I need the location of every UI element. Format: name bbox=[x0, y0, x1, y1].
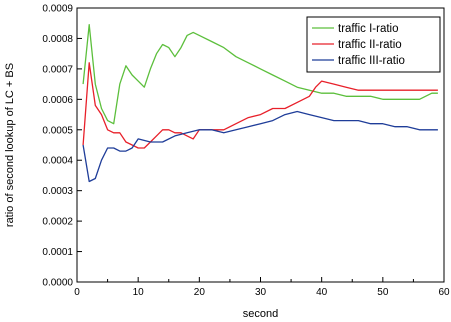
series-layer bbox=[82, 24, 438, 183]
x-tick-label: 0 bbox=[74, 287, 80, 298]
y-tick-label: 0.0007 bbox=[42, 64, 73, 75]
x-tick-label: 60 bbox=[438, 287, 450, 298]
y-tick-label: 0.0001 bbox=[42, 247, 73, 258]
y-tick-label: 0.0008 bbox=[42, 34, 73, 45]
legend-label-2: traffic II-ratio bbox=[338, 39, 402, 51]
legend: traffic I-ratio traffic II-ratio traffic I… bbox=[306, 16, 441, 73]
y-tick-label: 0.0004 bbox=[42, 156, 73, 167]
y-tick-label: 0.0003 bbox=[42, 186, 73, 197]
x-axis: 0 10 20 30 40 50 60 bbox=[74, 277, 450, 298]
series-line-2 bbox=[82, 62, 438, 149]
x-tick-label: 40 bbox=[316, 287, 328, 298]
series-line-3 bbox=[82, 110, 438, 183]
x-axis-title: second bbox=[243, 308, 278, 320]
series-line-1 bbox=[82, 24, 438, 125]
legend-box bbox=[306, 16, 441, 73]
y-axis: 0.0000 0.0001 0.0002 0.0003 0.0004 0.0005 0.00… bbox=[42, 4, 82, 289]
y-tick-label: 0.0006 bbox=[42, 95, 73, 106]
y-axis-title: ratio of second lookup of LC + BS bbox=[4, 63, 16, 227]
x-tick-label: 10 bbox=[133, 287, 145, 298]
x-tick-label: 50 bbox=[377, 287, 389, 298]
legend-label-3: traffic III-ratio bbox=[338, 55, 405, 67]
legend-label-1: traffic I-ratio bbox=[338, 23, 399, 35]
y-tick-label: 0.0009 bbox=[42, 4, 73, 15]
x-tick-label: 30 bbox=[255, 287, 267, 298]
x-tick-label: 20 bbox=[194, 287, 206, 298]
y-tick-label: 0.0005 bbox=[42, 125, 73, 136]
y-tick-label: 0.0002 bbox=[42, 217, 73, 228]
y-tick-label: 0.0000 bbox=[42, 278, 73, 289]
